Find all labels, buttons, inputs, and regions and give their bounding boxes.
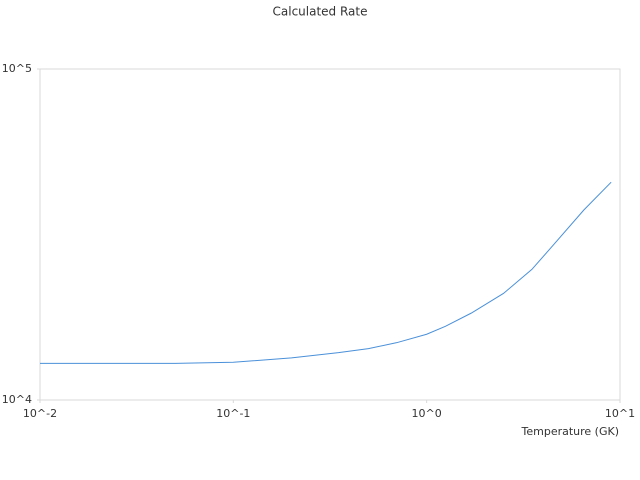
chart-title: Calculated Rate: [273, 5, 368, 19]
y-tick-label: 10^4: [2, 393, 32, 406]
plot-area: [39, 68, 621, 401]
x-tick-label: 10^-1: [216, 407, 250, 420]
x-axis-label: Temperature (GK): [521, 425, 620, 438]
x-tick-label: 10^-2: [23, 407, 57, 420]
x-tick-label: 10^1: [605, 407, 635, 420]
data-line: [40, 181, 612, 364]
x-tick-label: 10^0: [412, 407, 442, 420]
y-tick-label: 10^5: [2, 62, 32, 75]
